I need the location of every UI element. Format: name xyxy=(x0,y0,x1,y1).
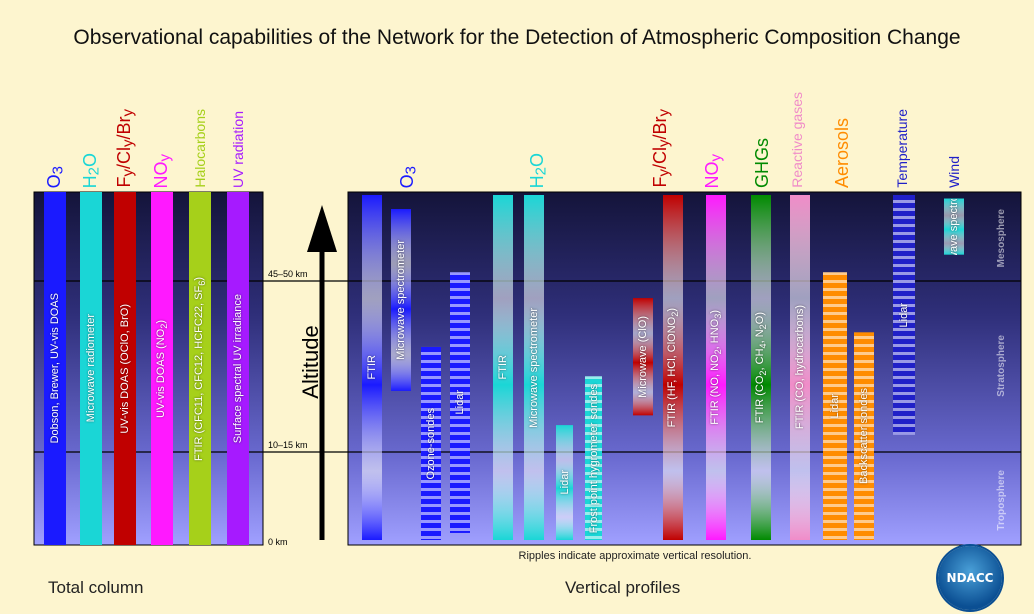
layer-label-mesosphere: Mesosphere xyxy=(996,209,1007,267)
profile-header-6: Aerosols xyxy=(832,118,852,188)
vertical-profiles-label: Vertical profiles xyxy=(565,578,681,597)
total-column-bar-1-label: Microwave radiometer xyxy=(85,314,97,422)
profile-bar-1-label: Microwave spectrometer xyxy=(395,240,407,360)
profile-bar-11: FTIR (CO2, CH4, N2O) xyxy=(751,195,771,540)
profile-bar-14: Backscatter sondes xyxy=(854,332,874,540)
total-column-header-5: UV radiation xyxy=(230,111,246,188)
total-column-header-3: NOy xyxy=(151,154,174,189)
profile-bar-12: FTIR (CO, hydrocarbons) xyxy=(790,195,810,540)
total-column-header-2: Fy/Cly/Bry xyxy=(114,109,137,188)
level-label: 10–15 km xyxy=(268,440,308,450)
profile-bar-13-label: Lidar xyxy=(829,394,841,418)
logo-text: NDACC xyxy=(946,571,994,585)
ndacc-logo: NDACC xyxy=(938,546,1002,610)
layer-label-stratosphere: Stratosphere xyxy=(996,335,1007,397)
total-column-bar-1: Microwave radiometer xyxy=(80,192,102,545)
profile-bar-10: FTIR (NO, NO2, HNO3) xyxy=(706,195,726,540)
profile-bar-8-label: Microwave (ClO) xyxy=(637,316,649,398)
profile-header-5: Reactive gases xyxy=(789,92,805,188)
profile-bar-5-label: Microwave spectrometer xyxy=(528,308,540,428)
total-column-bar-4: FTIR (CFC11, CFC12, HCFC22, SF6) xyxy=(189,192,211,545)
profile-bar-11-label: FTIR (CO2, CH4, N2O) xyxy=(754,312,768,423)
profile-bar-2: Ozone-sondes xyxy=(421,346,441,540)
total-column-bar-4-label: FTIR (CFC11, CFC12, HCFC22, SF6) xyxy=(193,277,207,461)
vertical-profiles-panel xyxy=(347,191,1022,546)
profile-header-7: Temperature xyxy=(894,109,910,188)
altitude-arrow-head xyxy=(307,205,337,252)
profile-bar-16-label: Microwave spectrometer xyxy=(948,199,960,255)
profile-bar-9: FTIR (HF, HCl, ClONO2) xyxy=(663,195,683,540)
total-column-bar-3-label: UV-vis DOAS (NO2) xyxy=(155,320,169,418)
profile-bar-3-label: Lidar xyxy=(454,390,466,414)
profile-bar-0: FTIR xyxy=(362,195,382,540)
profile-header-1: H2O xyxy=(527,153,550,188)
profile-bar-9-label: FTIR (HF, HCl, ClONO2) xyxy=(666,308,680,427)
ripple-note: Ripples indicate approximate vertical re… xyxy=(518,550,752,562)
layer-label-troposphere: Troposphere xyxy=(996,470,1007,531)
total-column-bar-0: Dobson, Brewer, UV-vis DOAS xyxy=(44,192,66,545)
profile-bar-6-label: Lidar xyxy=(559,470,571,494)
profile-bar-3: Lidar xyxy=(450,272,470,533)
profile-bar-6: Lidar xyxy=(556,425,573,540)
profile-bar-10-label: FTIR (NO, NO2, HNO3) xyxy=(709,310,723,425)
profile-header-4: GHGs xyxy=(752,138,772,188)
total-column-label: Total column xyxy=(48,578,144,597)
profile-bar-14-label: Backscatter sondes xyxy=(858,388,870,484)
profile-bar-4-label: FTIR xyxy=(497,355,509,379)
level-label: 0 km xyxy=(268,537,288,547)
total-column-panel xyxy=(33,191,264,546)
profile-bar-15-label: Lidar xyxy=(898,303,910,327)
total-column-header-4: Halocarbons xyxy=(192,109,208,188)
profile-bar-15: Lidar xyxy=(893,195,915,435)
profile-header-3: NOy xyxy=(702,154,725,189)
total-column-bar-2-label: UV-vis DOAS (OClO, BrO) xyxy=(119,304,131,434)
profile-bar-13: Lidar xyxy=(823,272,847,540)
total-column-bar-5: Surface spectral UV irradiance xyxy=(227,192,249,545)
profile-header-0: O3 xyxy=(397,166,420,188)
profile-header-8: Wind xyxy=(946,156,962,188)
profile-bar-16: Microwave spectrometer xyxy=(944,199,964,255)
diagram-title: Observational capabilities of the Networ… xyxy=(73,26,961,49)
level-label: 45–50 km xyxy=(268,269,308,279)
profile-bar-0-label: FTIR xyxy=(366,355,378,379)
total-column-bar-5-label: Surface spectral UV irradiance xyxy=(232,294,244,443)
profile-bar-7: Frost point hygrometer sondes xyxy=(585,376,602,540)
profile-bar-2-label: Ozone-sondes xyxy=(425,408,437,480)
total-column-bar-0-label: Dobson, Brewer, UV-vis DOAS xyxy=(49,293,61,443)
altitude-label: Altitude xyxy=(298,325,323,398)
total-column-bar-2: UV-vis DOAS (OClO, BrO) xyxy=(114,192,136,545)
profile-bar-8: Microwave (ClO) xyxy=(633,298,653,416)
profile-header-2: Fy/Cly/Bry xyxy=(650,109,673,188)
total-column-bar-3: UV-vis DOAS (NO2) xyxy=(151,192,173,545)
profile-bar-1: Microwave spectrometer xyxy=(391,209,411,391)
profile-bar-4: FTIR xyxy=(493,195,513,540)
profile-bar-12-label: FTIR (CO, hydrocarbons) xyxy=(794,305,806,429)
profile-bar-7-label: Frost point hygrometer sondes xyxy=(588,384,600,533)
profile-bar-5: Microwave spectrometer xyxy=(524,195,544,540)
